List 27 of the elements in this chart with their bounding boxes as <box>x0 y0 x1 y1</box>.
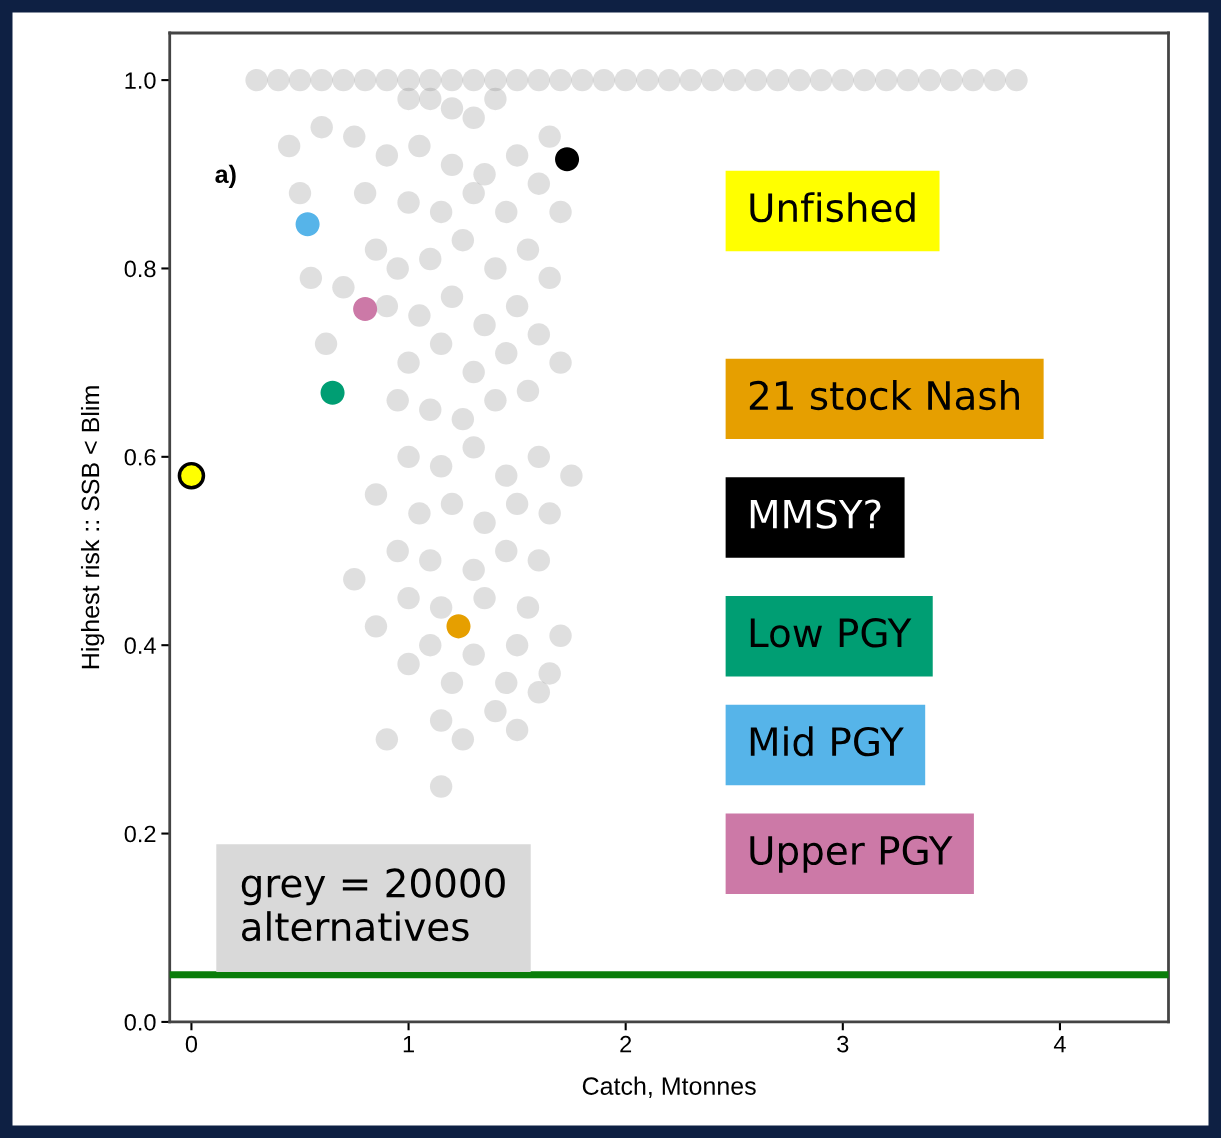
y-tick-label: 0.2 <box>124 825 156 843</box>
x-axis-title: Catch, Mtonnes <box>582 1076 756 1098</box>
text: 21 stock Nash <box>749 380 1019 411</box>
annotation: grey = 20000 alternatives <box>241 868 505 942</box>
text: Low PGY <box>750 618 912 648</box>
x-tick-label: 0 <box>185 1035 198 1053</box>
y-tick-label: 0.0 <box>124 1013 156 1031</box>
point <box>555 147 580 172</box>
y-tick-label: 0.4 <box>124 637 156 654</box>
text: Upper PGY <box>750 835 953 873</box>
text: MMSY? <box>750 499 881 529</box>
y-tick-label: 0.6 <box>124 448 156 466</box>
y-tick-label: 1.0 <box>125 72 156 89</box>
point <box>177 461 206 490</box>
annotation: a) <box>215 164 236 189</box>
x-tick-label: 2 <box>620 1035 632 1053</box>
x-tick-label: 1 <box>403 1035 414 1053</box>
y-tick-label: 0.8 <box>124 260 156 278</box>
x-tick-label: 4 <box>1053 1035 1066 1053</box>
point <box>353 296 378 321</box>
point <box>446 614 471 639</box>
point <box>320 380 345 405</box>
text: Unfished <box>750 192 915 223</box>
point <box>295 212 320 237</box>
text: Mid PGY <box>750 726 904 757</box>
y-axis-title: Highest risk :: SSB < Blim <box>80 386 105 669</box>
x-tick-label: 3 <box>837 1035 849 1053</box>
